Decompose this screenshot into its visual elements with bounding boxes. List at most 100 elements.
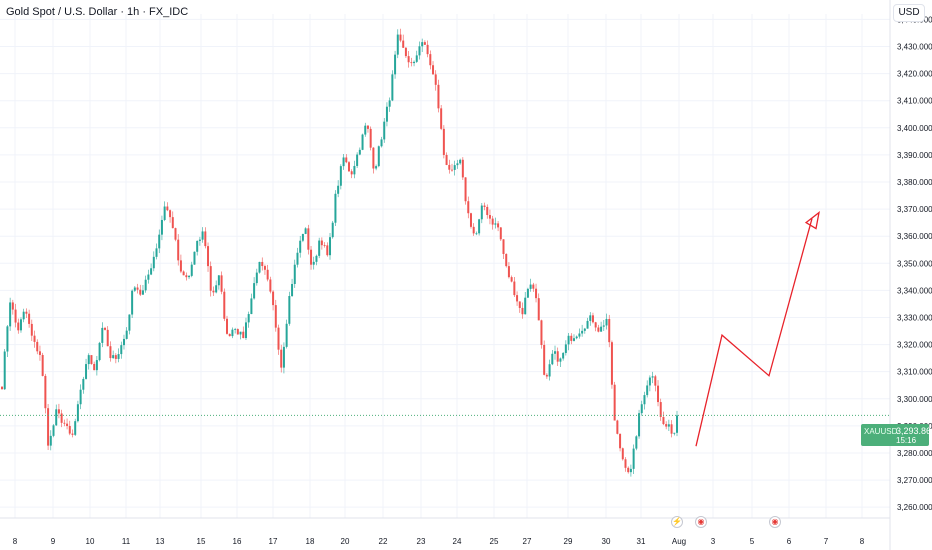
candle-body (459, 159, 462, 164)
candle-body (57, 409, 60, 414)
candle-body (421, 42, 424, 47)
candle-body (659, 402, 662, 418)
candle-body (513, 281, 516, 296)
candle-body (269, 279, 272, 292)
candle-body (144, 279, 147, 291)
x-tick-label: 18 (306, 537, 315, 546)
candle-body (418, 46, 421, 56)
candle-body (657, 385, 660, 403)
x-axis-ticks[interactable]: 8 9 10 11 13 15 16 17 18 20 22 23 24 25 27 29 30 31 Aug 3 5 6… (13, 537, 865, 546)
candle-body (358, 149, 361, 155)
candle-body (478, 219, 481, 234)
candle-body (163, 206, 166, 220)
flash-event-icon[interactable]: ⚡ (671, 516, 683, 528)
y-tick-label: 3,270.000 (897, 476, 932, 485)
candle-body (171, 217, 174, 229)
candle-body (177, 239, 180, 261)
y-tick-label: 3,390.000 (897, 151, 932, 160)
candle-body (320, 240, 323, 246)
candle-body (236, 329, 239, 335)
candle-body (274, 305, 277, 328)
y-tick-label: 3,280.000 (897, 449, 932, 458)
y-tick-label: 3,400.000 (897, 124, 932, 133)
x-tick-label: 13 (156, 537, 165, 546)
candle-body (548, 364, 551, 377)
candle-body (377, 146, 380, 167)
candle-body (559, 358, 562, 362)
candle-body (272, 291, 275, 306)
candle-body (19, 319, 22, 331)
x-tick-label: 8 (860, 537, 865, 546)
candle-body (301, 233, 304, 241)
candle-body (521, 307, 524, 315)
x-tick-label: Aug (672, 537, 686, 546)
candle-body (9, 302, 12, 327)
candle-body (529, 284, 532, 289)
candle-body (6, 326, 9, 352)
price-tag-symbol: XAUUSD (864, 427, 898, 436)
x-tick-label: 17 (269, 537, 278, 546)
candle-body (25, 311, 28, 314)
x-tick-label: 7 (824, 537, 829, 546)
candle-body (282, 346, 285, 368)
candle-body (310, 249, 313, 265)
candle-body (85, 364, 88, 379)
us-flag-event-icon[interactable]: ◉ (695, 516, 707, 528)
symbol-title[interactable]: Gold Spot / U.S. Dollar · 1h · FX_IDC (6, 6, 189, 18)
candle-body (369, 128, 372, 148)
candle-body (87, 355, 90, 365)
candle-body (564, 344, 567, 353)
y-tick-label: 3,350.000 (897, 259, 932, 268)
candle-body (667, 424, 670, 427)
candle-body (207, 246, 210, 267)
candle-body (158, 234, 161, 249)
candle-body (375, 166, 378, 169)
candle-body (326, 245, 329, 256)
candle-body (372, 147, 375, 169)
candle-body (231, 329, 234, 337)
y-tick-label: 3,340.000 (897, 286, 932, 295)
candle-body (442, 128, 445, 155)
projection-drawing[interactable] (695, 218, 813, 447)
candle-body (673, 432, 676, 434)
candle-body (242, 331, 245, 339)
candle-body (193, 251, 196, 265)
currency-button[interactable]: USD (893, 4, 925, 22)
candle-body (638, 413, 641, 437)
candle-body (616, 420, 619, 434)
candle-body (285, 323, 288, 347)
candle-body (41, 354, 44, 376)
candle-body (621, 448, 624, 460)
candle-body (434, 74, 437, 85)
candle-body (44, 375, 47, 409)
candle-body (104, 327, 107, 330)
candle-body (169, 210, 172, 218)
candle-body (166, 206, 169, 211)
candle-body (291, 283, 294, 296)
y-tick-label: 3,310.000 (897, 368, 932, 377)
candle-body (494, 223, 497, 225)
y-tick-label: 3,320.000 (897, 341, 932, 350)
candle-body (570, 335, 573, 341)
us-flag-event-icon-2[interactable]: ◉ (769, 516, 781, 528)
candle-body (451, 169, 453, 171)
candle-body (331, 222, 334, 238)
candle-body (385, 106, 388, 122)
x-tick-label: 6 (787, 537, 792, 546)
candle-body (356, 154, 359, 166)
candle-body (120, 345, 123, 355)
candle-body (196, 240, 199, 252)
candle-body (605, 318, 608, 326)
candle-body (179, 260, 182, 272)
candle-body (665, 424, 668, 427)
candle-body (112, 355, 115, 359)
candle-body (526, 288, 529, 298)
candle-body (122, 338, 125, 346)
candle-body (339, 166, 342, 186)
candle-body (63, 422, 66, 424)
candle-body (646, 385, 649, 396)
x-tick-label: 30 (602, 537, 611, 546)
candle-body (1, 386, 3, 390)
candle-body (318, 240, 321, 256)
